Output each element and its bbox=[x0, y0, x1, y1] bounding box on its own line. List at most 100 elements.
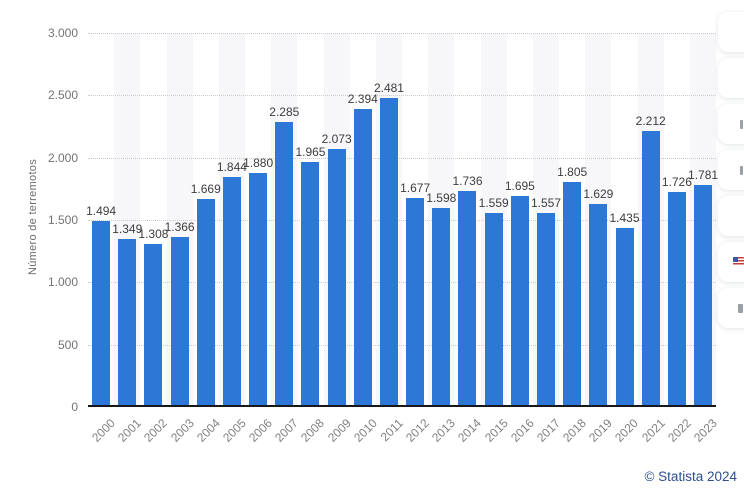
toolbar-button-3[interactable] bbox=[718, 104, 744, 144]
bar-value-label: 1.677 bbox=[400, 181, 431, 195]
cropped-toolbar-icon bbox=[738, 304, 743, 313]
bar-column-2014[interactable]: 1.736 bbox=[452, 20, 483, 407]
bar-column-2001[interactable]: 1.349 bbox=[112, 20, 143, 407]
bar[interactable] bbox=[694, 185, 713, 407]
bar-column-2019[interactable]: 1.629 bbox=[583, 20, 614, 407]
bar-value-label: 1.695 bbox=[504, 179, 535, 193]
toolbar-button-5[interactable] bbox=[718, 196, 744, 236]
bar[interactable] bbox=[144, 244, 163, 407]
y-tick-label: 2.500 bbox=[47, 88, 78, 103]
bar-value-label: 1.781 bbox=[688, 168, 719, 182]
x-axis-tick-labels: 2000 2001 2002 2003 2004 2005 2006 2007 2008 2009… bbox=[88, 412, 720, 458]
bar-column-2015[interactable]: 1.559 bbox=[478, 20, 509, 407]
bar-column-2018[interactable]: 1.805 bbox=[557, 20, 588, 407]
statista-attribution-link[interactable]: © Statista 2024 bbox=[644, 469, 737, 484]
bar[interactable] bbox=[353, 109, 372, 407]
bar-column-2004[interactable]: 1.669 bbox=[191, 20, 221, 407]
bar-value-label: 1.629 bbox=[583, 187, 614, 201]
bar[interactable] bbox=[249, 173, 268, 407]
bar-value-label: 1.880 bbox=[243, 156, 274, 170]
bar[interactable] bbox=[327, 149, 346, 407]
bar-column-2017[interactable]: 1.557 bbox=[530, 20, 562, 407]
bar-column-2021[interactable]: 2.212 bbox=[635, 20, 666, 407]
bar-value-label: 1.366 bbox=[164, 220, 195, 234]
gridline bbox=[88, 282, 716, 284]
bar[interactable] bbox=[563, 182, 582, 407]
bar-value-label: 2.394 bbox=[347, 92, 378, 106]
bar-value-label: 1.494 bbox=[86, 204, 117, 218]
bar-column-2016[interactable]: 1.695 bbox=[504, 20, 535, 407]
bar-value-label: 1.805 bbox=[557, 165, 588, 179]
us-flag-icon bbox=[733, 257, 744, 266]
toolbar-button-2[interactable] bbox=[718, 58, 744, 98]
x-axis-line bbox=[88, 405, 716, 407]
bar[interactable] bbox=[275, 122, 294, 407]
bar-column-2011[interactable]: 2.481 bbox=[373, 20, 404, 407]
toolbar-button-6[interactable] bbox=[718, 242, 744, 282]
bar-value-label: 1.435 bbox=[609, 211, 640, 225]
cropped-toolbar-icon bbox=[740, 120, 743, 129]
bar-column-2005[interactable]: 1.844 bbox=[216, 20, 247, 407]
gridline bbox=[88, 220, 716, 221]
bar-column-2023[interactable]: 1.781 bbox=[688, 20, 719, 407]
plot-area: 1.494 1.349 1.308 1.366 1.669 1.844 1.880 2.285… bbox=[86, 20, 719, 407]
bar-value-label: 1.736 bbox=[452, 174, 483, 188]
bar[interactable] bbox=[379, 98, 398, 407]
bar[interactable] bbox=[615, 228, 634, 407]
y-tick-label: 2.000 bbox=[47, 150, 78, 165]
bar-column-2020[interactable]: 1.435 bbox=[609, 20, 640, 407]
y-tick-label: 0 bbox=[71, 400, 78, 414]
bar-column-2007[interactable]: 2.285 bbox=[269, 20, 300, 407]
bar-value-label: 1.349 bbox=[112, 222, 143, 236]
bar-column-2008[interactable]: 1.965 bbox=[295, 20, 326, 407]
y-tick-label: 500 bbox=[57, 337, 78, 352]
bar-column-2006[interactable]: 1.880 bbox=[243, 20, 274, 407]
bar[interactable] bbox=[432, 208, 451, 407]
bar[interactable] bbox=[458, 191, 477, 407]
cropped-toolbar-icon bbox=[740, 166, 743, 175]
bar[interactable] bbox=[667, 192, 686, 407]
bar-column-2002[interactable]: 1.308 bbox=[138, 20, 168, 407]
bar[interactable] bbox=[510, 196, 529, 407]
bar[interactable] bbox=[222, 177, 241, 407]
bar-value-label: 2.285 bbox=[269, 105, 300, 119]
bar[interactable] bbox=[301, 162, 320, 407]
bar[interactable] bbox=[484, 213, 503, 407]
toolbar-button-1[interactable] bbox=[718, 12, 744, 52]
bar[interactable] bbox=[118, 239, 137, 407]
bar-value-label: 2.481 bbox=[373, 81, 404, 95]
bar-value-label: 1.557 bbox=[530, 196, 562, 210]
bar-column-2022[interactable]: 1.726 bbox=[661, 20, 692, 407]
bar[interactable] bbox=[196, 199, 215, 407]
bar[interactable] bbox=[537, 213, 555, 407]
y-tick-label: 3.000 bbox=[47, 26, 78, 40]
bar-column-2013[interactable]: 1.598 bbox=[426, 20, 457, 407]
bar-value-label: 1.559 bbox=[478, 196, 509, 210]
gridline bbox=[88, 157, 716, 159]
bar-value-label: 1.726 bbox=[661, 175, 692, 189]
bar-column-2003[interactable]: 1.366 bbox=[164, 20, 195, 407]
toolbar-button-4[interactable] bbox=[718, 150, 744, 190]
bar-column-2009[interactable]: 2.073 bbox=[321, 20, 352, 407]
bar-value-label: 2.212 bbox=[635, 114, 666, 128]
bar[interactable] bbox=[92, 221, 111, 407]
bar-value-label: 1.844 bbox=[216, 160, 247, 174]
gridline bbox=[88, 344, 716, 346]
toolbar-button-7[interactable] bbox=[718, 288, 744, 328]
bar-column-2000[interactable]: 1.494 bbox=[86, 20, 117, 407]
gridlines bbox=[88, 20, 716, 407]
bar-column-2012[interactable]: 1.677 bbox=[400, 20, 431, 407]
bar[interactable] bbox=[170, 237, 189, 407]
bar[interactable] bbox=[406, 198, 425, 407]
gridline bbox=[88, 95, 716, 97]
gridline bbox=[88, 33, 716, 34]
bar[interactable] bbox=[641, 131, 660, 407]
bar-column-2010[interactable]: 2.394 bbox=[347, 20, 378, 407]
bar[interactable] bbox=[589, 204, 608, 407]
bar-value-label: 2.073 bbox=[321, 132, 352, 146]
y-tick-label: 1.000 bbox=[47, 275, 78, 290]
y-tick-label: 1.500 bbox=[47, 213, 78, 227]
bar-value-label: 1.965 bbox=[295, 145, 326, 159]
bar-value-label: 1.598 bbox=[426, 191, 457, 205]
